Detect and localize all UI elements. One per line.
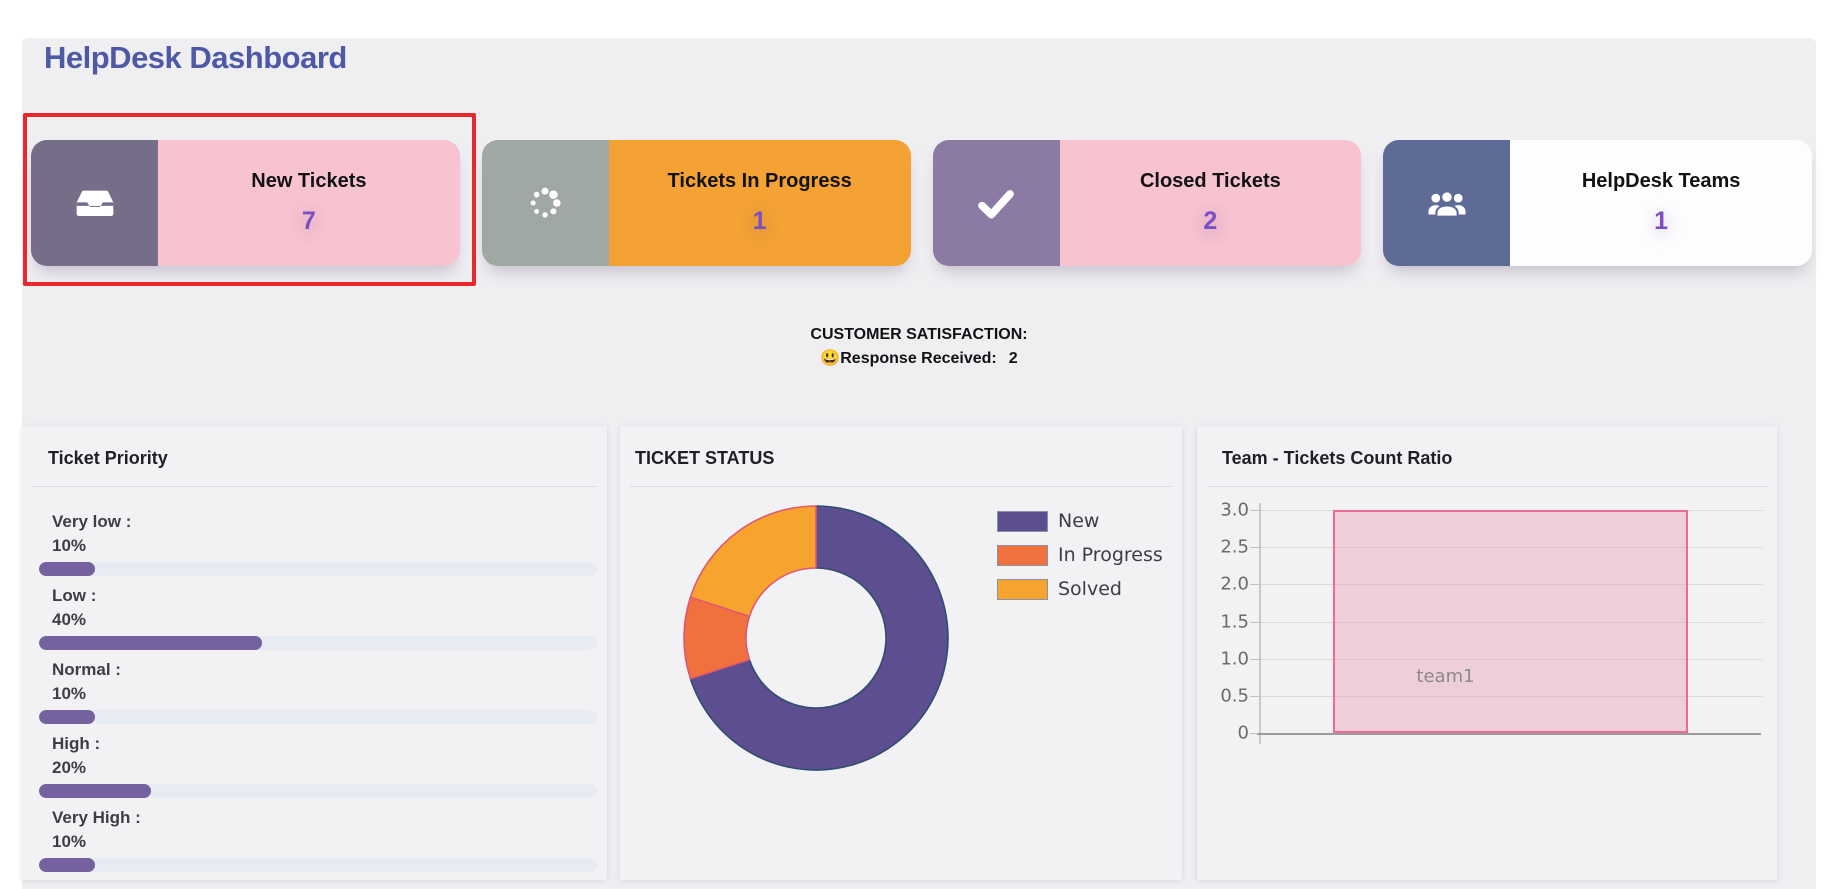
legend-item-solved[interactable]: Solved xyxy=(997,578,1163,600)
priority-list: Very low : 10% Low : 40% Normal : 10% High : 20… xyxy=(39,510,597,880)
priority-value: 10% xyxy=(52,684,87,703)
legend-swatch xyxy=(997,544,1048,566)
x-axis-line xyxy=(1257,733,1761,735)
kpi-card-label: Closed Tickets xyxy=(1139,170,1281,192)
y-tick-mark xyxy=(1250,584,1259,586)
kpi-card-value: 1 xyxy=(752,207,767,235)
satisfaction-response: 😃Response Received: 2 xyxy=(22,346,1816,371)
priority-item-very-high: Very High : 10% xyxy=(39,806,597,872)
priority-item-normal: Normal : 10% xyxy=(39,658,597,724)
kpi-card-value: 7 xyxy=(301,207,316,235)
legend-item-new[interactable]: New xyxy=(997,510,1163,532)
kpi-cards-row: New Tickets 7 Tickets In Progress 1 Closed T… xyxy=(31,140,1812,266)
priority-progress-fill xyxy=(39,784,151,798)
response-value: 2 xyxy=(1008,350,1018,367)
y-tick-mark xyxy=(1250,621,1259,623)
page-title: HelpDesk Dashboard xyxy=(44,40,347,75)
priority-progress-track xyxy=(39,710,597,724)
team-bar-chart: 3.0 2.5 2.0 1.5 1.0 0.5 0 xyxy=(1220,500,1763,744)
kpi-card-label: HelpDesk Teams xyxy=(1581,170,1741,192)
y-tick-mark xyxy=(1250,695,1259,697)
priority-value: 10% xyxy=(52,832,87,851)
y-tick-mark xyxy=(1250,547,1259,549)
priority-progress-fill xyxy=(39,858,95,872)
legend-item-in-progress[interactable]: In Progress xyxy=(997,544,1163,566)
y-tick-label: 1.5 xyxy=(1220,611,1249,632)
gridline xyxy=(1261,621,1763,623)
panel-divider xyxy=(32,486,597,487)
ticket-priority-panel: Ticket Priority Very low : 10% Low : 40% Nor… xyxy=(22,426,607,880)
response-label: Response Received: xyxy=(840,350,997,367)
inbox-icon xyxy=(31,140,158,266)
ticket-status-donut-chart[interactable] xyxy=(682,504,950,772)
satisfaction-heading: CUSTOMER SATISFACTION: xyxy=(810,326,1028,343)
priority-progress-track xyxy=(39,562,597,576)
kpi-card-value: 2 xyxy=(1203,207,1218,235)
legend-label: New xyxy=(1058,510,1100,532)
priority-item-low: Low : 40% xyxy=(39,584,597,650)
gridline xyxy=(1261,584,1763,586)
kpi-card-new-tickets[interactable]: New Tickets 7 xyxy=(31,140,460,266)
legend-label: In Progress xyxy=(1058,544,1163,566)
priority-item-high: High : 20% xyxy=(39,732,597,798)
kpi-card-value: 1 xyxy=(1654,207,1669,235)
kpi-card-label: Tickets In Progress xyxy=(667,170,852,192)
kpi-card-closed-tickets[interactable]: Closed Tickets 2 xyxy=(932,140,1362,266)
priority-label: High : xyxy=(52,734,101,753)
priority-label: Low : xyxy=(52,586,97,605)
check-icon xyxy=(932,140,1060,266)
y-tick-label: 0.5 xyxy=(1220,685,1249,707)
kpi-card-label: New Tickets xyxy=(251,170,367,192)
panel-title-ticket-status: TICKET STATUS xyxy=(635,448,775,468)
priority-label: Normal : xyxy=(52,660,121,679)
gridline xyxy=(1261,695,1763,697)
priority-progress-fill xyxy=(39,710,95,724)
panel-divider xyxy=(630,486,1172,487)
y-tick-label: 2.0 xyxy=(1220,573,1249,595)
smiley-icon: 😃 xyxy=(820,350,841,367)
priority-value: 10% xyxy=(52,536,87,555)
priority-progress-track xyxy=(39,858,597,872)
y-axis-line xyxy=(1259,503,1261,744)
kpi-card-tickets-in-progress[interactable]: Tickets In Progress 1 xyxy=(481,140,911,266)
priority-progress-track xyxy=(39,784,597,798)
x-axis-label: team1 xyxy=(1416,666,1475,687)
panel-divider xyxy=(1207,486,1767,487)
ticket-status-panel: TICKET STATUS New In Progress Solved xyxy=(620,426,1182,880)
y-tick-mark xyxy=(1250,733,1259,734)
priority-progress-fill xyxy=(39,562,95,576)
customer-satisfaction: CUSTOMER SATISFACTION: 😃Response Receive… xyxy=(22,324,1816,371)
gridline xyxy=(1261,547,1763,549)
legend-swatch xyxy=(997,578,1048,600)
legend-swatch xyxy=(997,510,1048,532)
priority-label: Very low : xyxy=(52,512,132,531)
y-tick-mark xyxy=(1250,658,1259,660)
y-tick-label: 2.5 xyxy=(1220,536,1249,558)
donut-segment-solved[interactable] xyxy=(689,505,817,618)
priority-value: 20% xyxy=(52,758,87,777)
panel-title-team-ratio: Team - Tickets Count Ratio xyxy=(1222,448,1453,468)
spinner-icon xyxy=(481,140,609,266)
donut-legend: New In Progress Solved xyxy=(997,510,1163,612)
priority-item-very-low: Very low : 10% xyxy=(39,510,597,576)
priority-progress-track xyxy=(39,636,597,650)
y-tick-label: 3.0 xyxy=(1220,499,1249,521)
team-bar-team1[interactable] xyxy=(1333,510,1688,733)
legend-label: Solved xyxy=(1058,578,1122,600)
priority-progress-fill xyxy=(39,636,263,650)
priority-value: 40% xyxy=(52,610,87,629)
y-tick-label: 0 xyxy=(1237,722,1249,744)
kpi-card-helpdesk-teams[interactable]: HelpDesk Teams 1 xyxy=(1383,140,1812,266)
gridline xyxy=(1261,658,1763,660)
y-tick-label: 1.0 xyxy=(1220,648,1249,670)
priority-label: Very High : xyxy=(52,808,141,827)
donut-segment-new[interactable] xyxy=(689,505,949,771)
team-tickets-ratio-panel: Team - Tickets Count Ratio 3.0 2.5 2.0 1.5 1… xyxy=(1197,426,1777,880)
users-icon xyxy=(1383,140,1511,266)
panel-title-ticket-priority: Ticket Priority xyxy=(48,448,168,468)
dashboard-surface: HelpDesk Dashboard New Tickets 7 Tickets I… xyxy=(22,38,1816,889)
y-tick-mark xyxy=(1250,510,1259,511)
